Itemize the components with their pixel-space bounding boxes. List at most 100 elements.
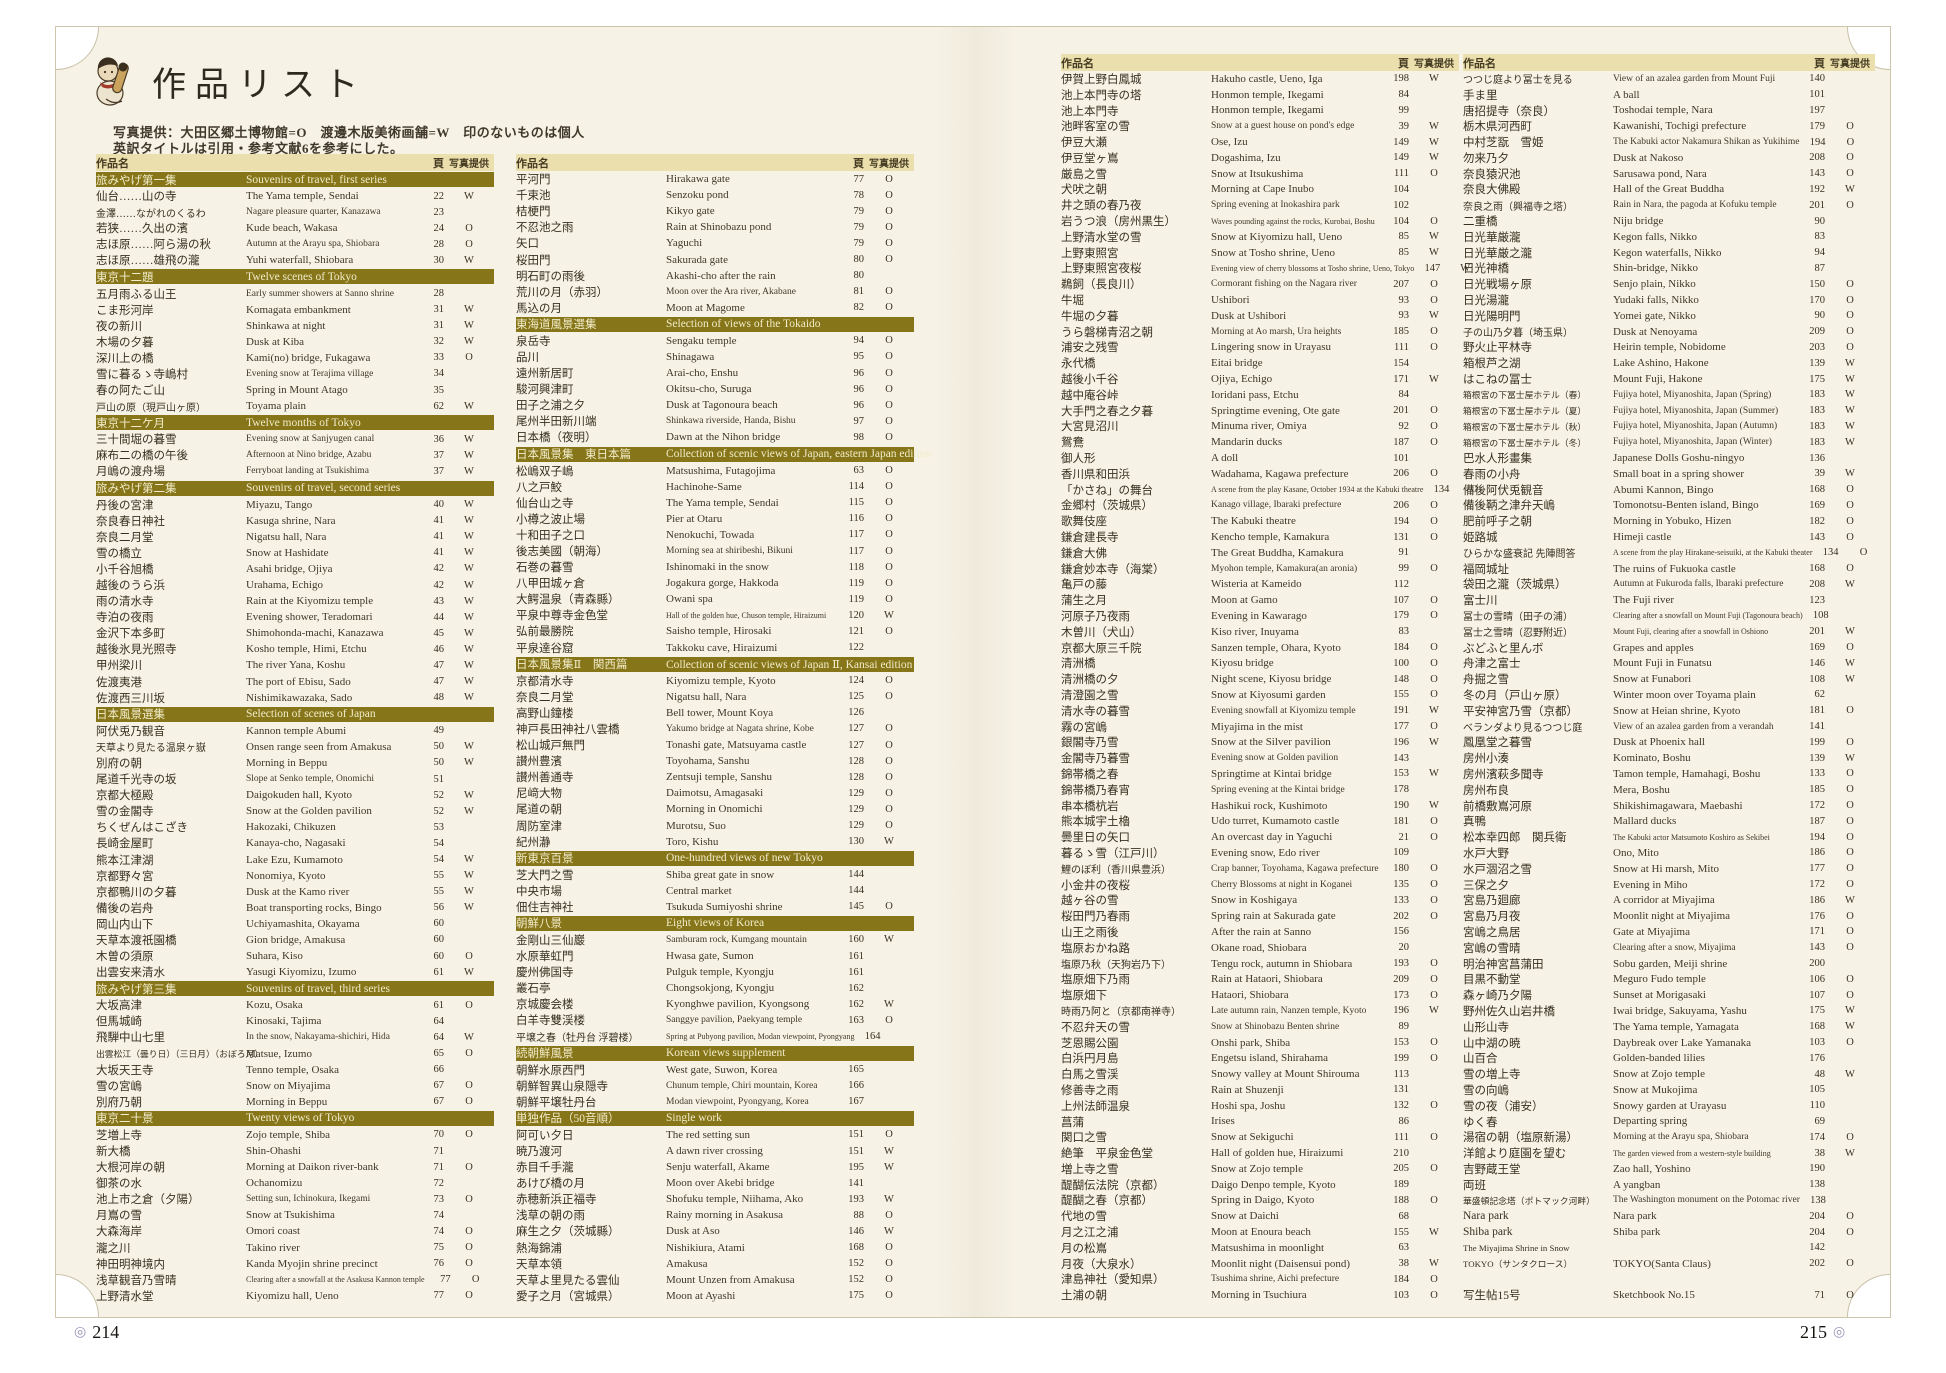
work-title-ja: 尼﨑大物 [516,788,562,801]
work-title-en: Spring evening at the Kintai bridge [1211,784,1345,795]
work-title-ja: 京城慶会楼 [516,999,574,1012]
work-title-ja: 錦帯橋乃春宵 [1061,784,1130,797]
work-title-en: Daybreak over Lake Yamanaka [1613,1036,1752,1049]
list-item: 肥前呼子之朝 Morning in Yobuko, Hizen 182 O [1463,513,1875,529]
work-title-ja: 桔梗門 [516,206,551,219]
credit-mark: O [1430,973,1438,985]
credit-mark: W [464,902,474,914]
work-title-ja: 高野山鐘楼 [516,707,574,720]
work-title-ja: 志ほ原……雄飛の瀧 [96,255,200,268]
section-title-en: Collection of scenic views of Japan Ⅱ, K… [666,659,913,672]
work-title-ja: 芝恩賜公園 [1061,1037,1119,1050]
work-title-ja: 不忍弁天の雪 [1061,1021,1130,1034]
work-title-ja: 奈良大佛殿 [1463,184,1521,197]
work-title-ja: 赤目千手瀧 [516,1162,574,1175]
work-title-ja: ひらかな盛衰記 先陣問答 [1463,549,1576,561]
work-title-en: Meguro Fudo temple [1613,973,1706,986]
list-item: 塩原畑下 Hataori, Shiobara 173 O [1061,987,1459,1003]
work-title-ja: 唐招提寺（奈良） [1463,105,1555,118]
page-number: 194 [1809,136,1826,148]
work-title-ja: 岡山内山下 [96,918,154,931]
list-item: 奈良大佛殿 Hall of the Great Buddha 192 W [1463,182,1875,198]
list-item: 塩原おかね路 Okane road, Shiobara 20 [1061,940,1459,956]
page-number: 196 [1393,736,1409,748]
page-number: 60 [433,934,445,946]
list-item: 雪の向嶋 Snow at Mukojima 105 [1463,1082,1875,1098]
work-title-en: Golden-banded lilies [1613,1052,1705,1065]
list-item: 雪に暮るゝ寺嶋村 Evening snow at Terajima village… [96,366,494,382]
work-title-en: Suhara, Kiso [246,950,303,963]
credit-mark: O [885,335,893,347]
credit-mark: W [1845,1068,1855,1080]
list-item: 浅草の朝の雨 Rainy morning in Asakusa 88 O [516,1207,914,1223]
credit-mark: O [1470,484,1479,496]
work-title-ja: 山形山寺 [1463,1021,1509,1034]
page-number: 172 [1809,800,1825,812]
list-item: 大坂天王寺 Tenno temple, Osaka 66 [96,1062,494,1078]
page-number: 128 [848,755,864,767]
list-item: 目黒不動堂 Meguro Fudo temple 106 O [1463,971,1875,987]
list-item: 大森海岸 Omori coast 74 O [96,1223,494,1239]
work-title-en: Shin-Ohashi [246,1145,301,1158]
credit-mark: W [884,1225,894,1237]
list-item: 京都清水寺 Kiyomizu temple, Kyoto 124 O [516,673,914,689]
credit-mark: O [885,173,893,185]
list-item: 周防室津 Murotsu, Suo 129 O [516,817,914,833]
page-number: 204 [1809,1226,1825,1238]
list-item: 木曽の須原 Suhara, Kiso 60 O [96,948,494,964]
work-title-ja: 小千谷旭橋 [96,563,154,576]
page-number: 152 [848,1258,864,1270]
work-title-en: Sarusawa pond, Nara [1613,167,1707,180]
section-title-en: Korean views supplement [666,1047,786,1060]
work-title-ja: 越ヶ谷の雪 [1061,895,1119,908]
work-title-en: View of an azalea garden from Mount Fuji [1613,73,1776,84]
list-item: 京都野々宮 Nonomiya, Kyoto 55 W [96,868,494,884]
work-title-en: Heirin temple, Nobidome [1613,341,1726,354]
list-item: 子の山乃夕暮（埼玉県） Dusk at Nenoyama 209 O [1463,324,1875,340]
work-title-en: Hashikui rock, Kushimoto [1211,799,1328,812]
page-number: 85 [1398,231,1410,243]
list-item: 若狭……久出の濱 Kude beach, Wakasa 24 O [96,220,494,236]
credit-mark: W [464,805,474,817]
work-title-ja: ゆく春 [1463,1116,1498,1129]
list-item: 「かさね」の舞台 A scene from the play Kasane, Oc… [1061,482,1478,498]
page-number: 188 [1393,1194,1409,1206]
page-number: 171 [1809,926,1825,938]
work-title-ja: 御人形 [1061,453,1096,466]
work-title-en: Kominato, Boshu [1613,752,1691,765]
page-number: 179 [1393,610,1409,622]
page-number: 100 [1393,657,1409,669]
work-title-ja: 桜田門乃春雨 [1061,911,1130,924]
work-title-en: A scene from the play Kasane, October 19… [1211,485,1424,495]
work-title-ja: 上野清水堂の雪 [1061,231,1142,244]
page-number: 60 [433,950,445,962]
work-title-en: Departing spring [1613,1115,1688,1128]
page-number: 194 [1809,831,1825,843]
work-title-ja: 佐渡夷港 [96,676,142,689]
work-title-en: Snowy valley at Mount Shirouma [1211,1068,1360,1081]
work-title-ja: 手ま里 [1463,89,1498,102]
credit-mark: O [1430,815,1438,827]
work-title-en: Daigokuden hall, Kyoto [246,789,353,802]
credit-mark: O [1430,989,1438,1001]
list-item: 清水寺の暮雪 Evening snowfall at Kiyomizu templ… [1061,703,1459,719]
credit-mark: O [1846,989,1854,1001]
work-title-ja: 明石町の雨後 [516,270,585,283]
section-title-en: Twelve scenes of Tokyo [246,270,357,283]
list-item: 高野山鐘楼 Bell tower, Mount Koya 126 [516,705,914,721]
page-number: 72 [433,1177,445,1189]
list-item: 尼﨑大物 Daimotsu, Amagasaki 129 O [516,785,914,801]
work-title-ja: 弘前最勝院 [516,626,574,639]
credit-mark: O [1846,642,1854,654]
list-item: 春雨の小舟 Small boat in a spring shower 39 W [1463,466,1875,482]
work-title-ja: 時雨乃阿と（京都南禅寺） [1061,1007,1181,1019]
list-item: 写生帖15号 Sketchbook No.15 71 O [1463,1287,1875,1303]
credit-mark: W [464,465,474,477]
list-item: 越後小千谷 Ojiya, Echigo 171 W [1061,371,1459,387]
list-item: 修善寺之雨 Rain at Shuzenji 131 [1061,1082,1459,1098]
work-title-en: Sanzen temple, Ohara, Kyoto [1211,641,1341,654]
work-title-ja: 奈良猿沢池 [1463,168,1521,181]
page-number: 209 [1809,326,1825,338]
work-title-ja: 箱根宮の下冨士屋ホテル（冬） [1463,437,1587,448]
section-title-ja: 朝鮮八景 [516,918,562,931]
